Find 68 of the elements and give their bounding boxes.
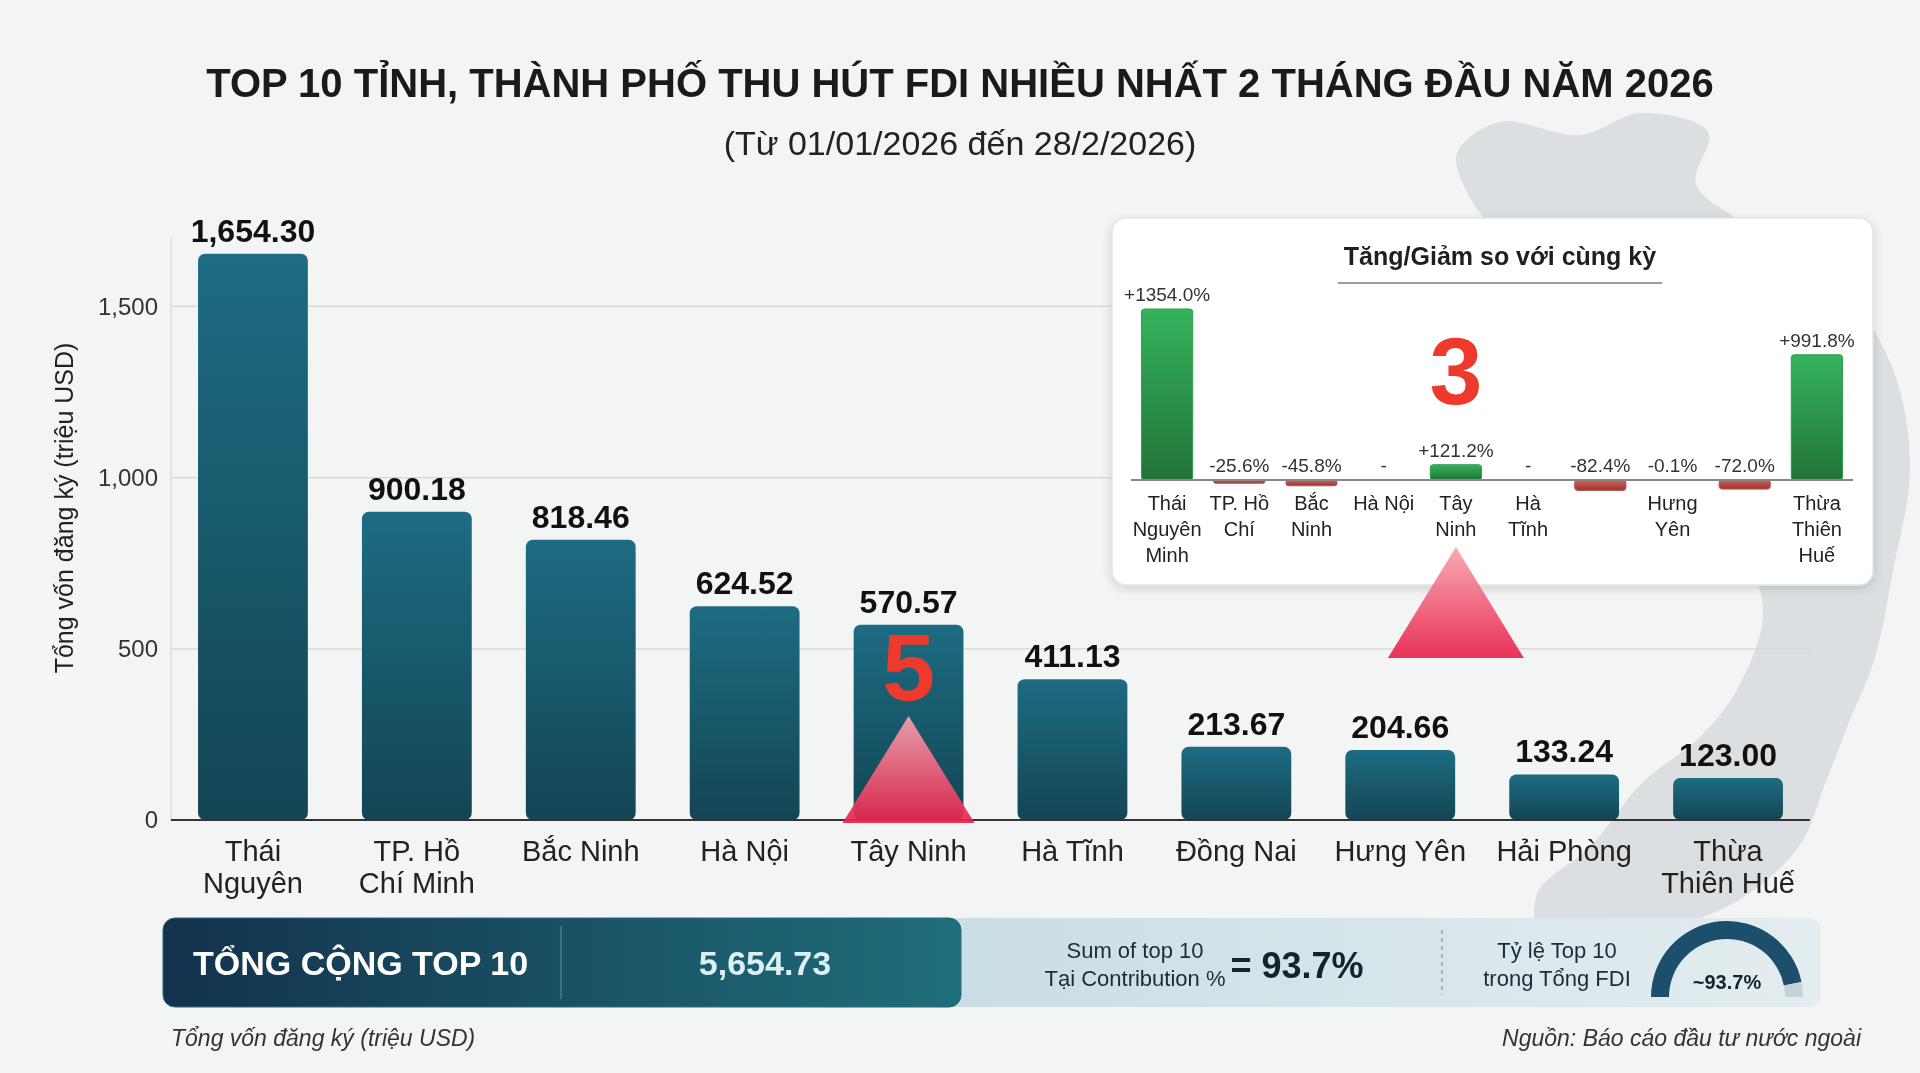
y-tick-label: 500 [117, 635, 158, 663]
data-label: 818.46 [531, 498, 630, 535]
x-tick-label: Hà Nội [1353, 492, 1415, 514]
data-label: 123.00 [1679, 736, 1777, 773]
x-tick-label: Hà Tĩnh [1508, 492, 1549, 540]
x-tick-label: TP. Hồ Chí Minh [358, 835, 475, 900]
x-tick-label: Tây Ninh [850, 835, 967, 868]
bar [1509, 774, 1620, 820]
x-tick-label: Thừa Thiên Huế [1661, 835, 1795, 900]
y-tick-label: 1,500 [97, 292, 158, 320]
data-label: +121.2% [1418, 439, 1494, 461]
data-label: +1354.0% [1124, 284, 1211, 305]
bar [1429, 464, 1483, 481]
text: Nguồn: Báo cáo đầu tư nước ngoài [1502, 1025, 1862, 1051]
text: trong Tổng FDI [1483, 965, 1631, 991]
x-tick-label: Thái Nguyên Minh [1132, 492, 1202, 566]
bar [1017, 679, 1128, 820]
data-label: -72.0% [1714, 455, 1775, 476]
x-tick-label: Thừa Thiên Huế [1791, 492, 1842, 566]
bar [1673, 777, 1783, 820]
text: - [1380, 455, 1387, 476]
y-axis-title: Tổng vốn đăng ký (triệu USD) [49, 342, 78, 674]
bar [1181, 746, 1292, 820]
text: Sum of top 10 [1066, 937, 1204, 963]
x-tick-label: Bắc Ninh [521, 835, 640, 868]
x-tick-label: Hà Nội [700, 835, 789, 868]
bar [1345, 749, 1456, 820]
data-label: 213.67 [1187, 705, 1286, 742]
x-tick-label: Hải Phòng [1496, 835, 1632, 868]
data-label: 204.66 [1351, 708, 1450, 745]
text: - [1524, 455, 1532, 476]
bar [198, 253, 308, 820]
y-tick-label: 1,000 [97, 464, 158, 492]
chart-title: TOP 10 TỈNH, THÀNH PHỐ THU HÚT FDI NHIỀU NHẤT 2 THÁNG ĐẦU NĂM 2026 [206, 60, 1714, 105]
chart-title: Tăng/Giảm so với cùng kỳ [1343, 242, 1657, 270]
text: Tại Contribution % [1044, 965, 1226, 991]
x-tick-label: Thái Nguyên [202, 835, 303, 900]
data-label: 1,654.30 [190, 212, 316, 249]
data-label: +991.8% [1779, 329, 1855, 351]
text: Tổng vốn đăng ký (triệu USD) [171, 1025, 476, 1051]
data-label: 133.24 [1515, 733, 1614, 770]
data-label: 900.18 [367, 470, 466, 507]
y-tick-label: 0 [144, 806, 158, 834]
data-label: 624.52 [695, 565, 794, 602]
data-label: 411.13 [1024, 638, 1121, 675]
x-tick-label: Hưng Yên [1334, 835, 1467, 868]
text: = 93.7% [1230, 944, 1364, 986]
data-label: ~93.7% [1692, 971, 1762, 993]
data-label: -25.6% [1209, 455, 1270, 476]
x-tick-label: TP. Hồ Chí [1209, 492, 1270, 540]
data-label: -0.1% [1647, 455, 1698, 476]
bar [1140, 308, 1194, 481]
bar [1790, 354, 1844, 481]
bar [361, 511, 472, 820]
x-tick-label: Bắc Ninh [1290, 492, 1333, 540]
data-label: -45.8% [1281, 455, 1342, 476]
chart-subtitle: (Từ 01/01/2026 đến 28/2/2026) [723, 124, 1197, 162]
bar [525, 539, 636, 820]
x-tick-label: Đồng Nai [1175, 835, 1297, 868]
annotation: 3 [1429, 318, 1483, 425]
x-tick-label: Hà Tĩnh [1021, 835, 1124, 868]
x-tick-label: Tây Ninh [1435, 492, 1477, 540]
data-label: -82.4% [1570, 455, 1631, 476]
bar [689, 606, 800, 820]
text: Tỷ lệ Top 10 [1497, 937, 1617, 963]
x-tick-label: Hưng Yên [1647, 492, 1698, 540]
text: 5,654.73 [698, 943, 832, 982]
text: TỔNG CỘNG TOP 10 [193, 943, 529, 982]
